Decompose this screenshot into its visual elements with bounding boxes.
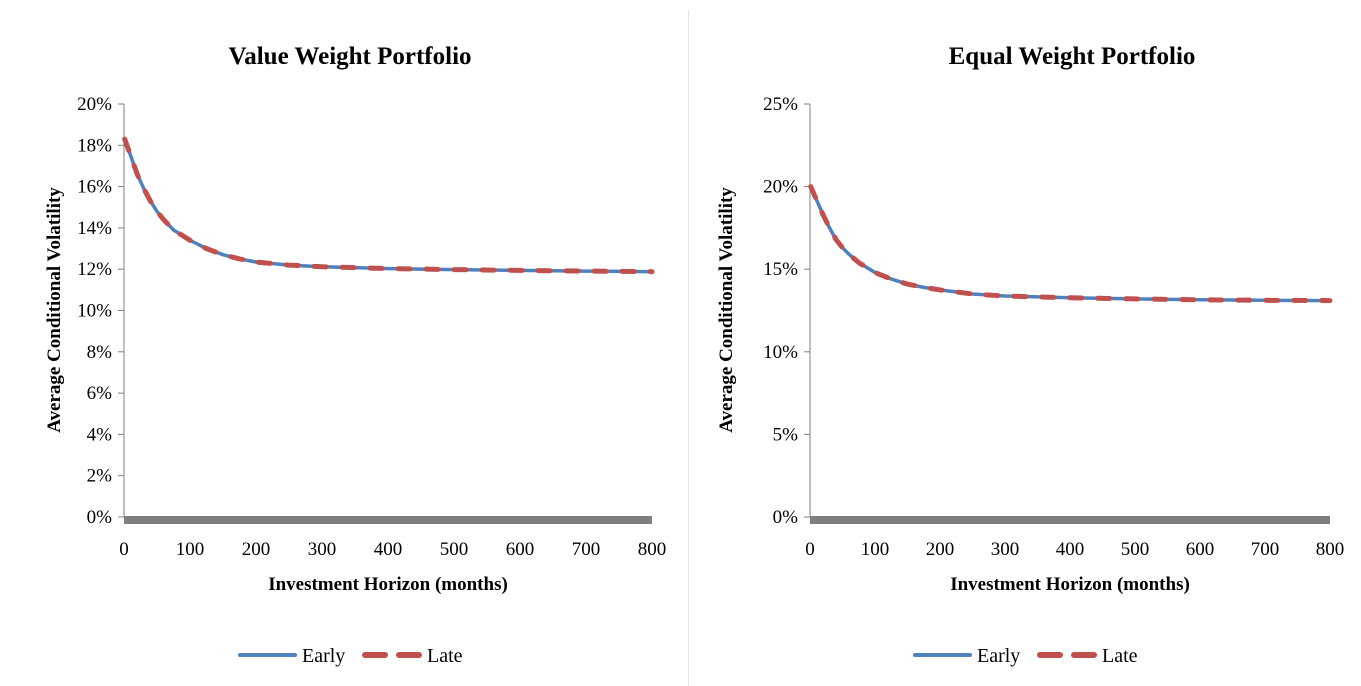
x-tick-label: 0 <box>119 539 129 560</box>
legend-label-early: Early <box>977 645 1020 667</box>
x-tick-label: 400 <box>1056 539 1085 560</box>
y-tick-label: 18% <box>77 135 112 156</box>
y-tick-label: 20% <box>77 94 112 115</box>
chart-title: Value Weight Portfolio <box>228 43 471 70</box>
y-tick-label: 25% <box>763 94 798 115</box>
x-tick-label: 200 <box>242 539 271 560</box>
x-tick-label: 300 <box>308 539 337 560</box>
x-tick-label: 700 <box>1251 539 1280 560</box>
x-axis-title: Investment Horizon (months) <box>268 574 508 595</box>
y-tick-label: 10% <box>763 342 798 363</box>
x-tick-label: 800 <box>638 539 667 560</box>
series-line-early <box>808 184 1332 303</box>
equal-weight-chart-panel: Equal Weight Portfolio Average Conditiona… <box>690 0 1361 686</box>
y-tick-label: 20% <box>763 177 798 198</box>
y-tick-label: 0% <box>87 507 113 528</box>
x-tick-label: 500 <box>1121 539 1150 560</box>
legend-label-late: Late <box>1102 645 1138 667</box>
y-tick-label: 12% <box>77 259 112 280</box>
x-tick-label: 600 <box>1186 539 1215 560</box>
y-tick-label: 8% <box>87 342 113 363</box>
x-tick-label: 600 <box>506 539 535 560</box>
y-tick-label: 4% <box>87 424 113 445</box>
x-tick-label: 300 <box>991 539 1020 560</box>
value-weight-chart-panel: Value Weight Portfolio Average Conditiona… <box>44 43 667 667</box>
y-tick-label: 2% <box>87 466 113 487</box>
x-tick-label: 100 <box>176 539 205 560</box>
x-tick-label: 800 <box>1316 539 1345 560</box>
legend-label-early: Early <box>302 645 345 667</box>
chart-title: Equal Weight Portfolio <box>949 43 1196 70</box>
x-tick-label: 500 <box>440 539 469 560</box>
y-axis-title: Average Conditional Volatility <box>44 187 65 433</box>
x-tick-label: 200 <box>926 539 955 560</box>
y-tick-label: 16% <box>77 177 112 198</box>
x-axis-baseline <box>810 516 1330 524</box>
y-tick-label: 10% <box>77 301 112 322</box>
y-tick-label: 5% <box>773 424 799 445</box>
x-tick-label: 0 <box>805 539 815 560</box>
legend-label-late: Late <box>427 645 463 667</box>
x-axis-title: Investment Horizon (months) <box>950 574 1190 595</box>
value-weight-chart: Value Weight Portfolio Average Conditiona… <box>44 43 667 667</box>
series-line-late <box>808 184 1333 304</box>
series-line-early <box>122 137 654 274</box>
equal-weight-chart: Equal Weight Portfolio Average Conditiona… <box>716 43 1345 667</box>
panel-divider <box>688 10 689 686</box>
x-tick-label: 100 <box>861 539 890 560</box>
x-axis-baseline <box>124 516 652 524</box>
y-tick-label: 0% <box>773 507 799 528</box>
x-tick-label: 400 <box>374 539 403 560</box>
y-tick-label: 14% <box>77 218 112 239</box>
series-line-late <box>122 136 655 275</box>
y-tick-label: 6% <box>87 383 113 404</box>
x-tick-label: 700 <box>572 539 601 560</box>
y-axis-title: Average Conditional Volatility <box>716 187 737 433</box>
y-tick-label: 15% <box>763 259 798 280</box>
